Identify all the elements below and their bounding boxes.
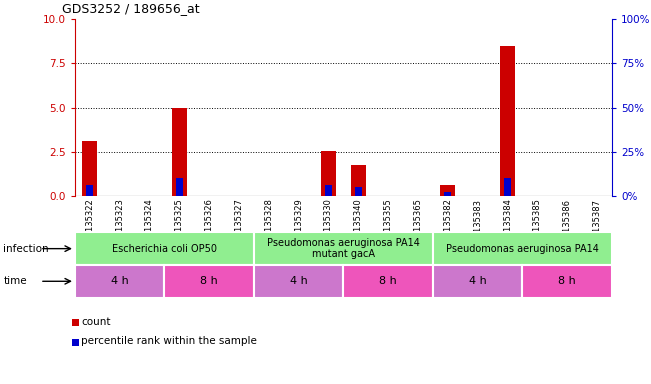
Bar <box>522 265 612 298</box>
Text: 4 h: 4 h <box>469 276 486 286</box>
Text: Escherichia coli OP50: Escherichia coli OP50 <box>112 243 217 254</box>
Bar <box>440 185 455 196</box>
Bar <box>254 265 344 298</box>
Text: 4 h: 4 h <box>111 276 128 286</box>
Bar <box>344 265 433 298</box>
Bar <box>75 265 164 298</box>
Text: percentile rank within the sample: percentile rank within the sample <box>81 336 257 346</box>
Bar <box>351 165 366 196</box>
Text: GDS3252 / 189656_at: GDS3252 / 189656_at <box>62 2 199 15</box>
Text: 8 h: 8 h <box>380 276 397 286</box>
Bar <box>254 232 433 265</box>
Bar <box>87 185 93 196</box>
Bar <box>172 108 187 196</box>
Bar <box>325 185 332 196</box>
Text: 4 h: 4 h <box>290 276 307 286</box>
Bar <box>445 192 451 196</box>
Bar <box>164 265 254 298</box>
Bar <box>75 232 254 265</box>
Text: count: count <box>81 317 111 327</box>
Bar <box>433 265 522 298</box>
Bar <box>500 46 515 196</box>
Text: Pseudomonas aeruginosa PA14
mutant gacA: Pseudomonas aeruginosa PA14 mutant gacA <box>267 238 420 260</box>
Bar <box>321 151 336 196</box>
Text: Pseudomonas aeruginosa PA14: Pseudomonas aeruginosa PA14 <box>446 243 599 254</box>
Bar <box>176 178 183 196</box>
Text: infection: infection <box>3 243 49 254</box>
Bar <box>433 232 612 265</box>
Bar <box>504 178 511 196</box>
Text: 8 h: 8 h <box>559 276 576 286</box>
Text: time: time <box>3 276 27 286</box>
Bar <box>355 187 362 196</box>
Text: 8 h: 8 h <box>201 276 218 286</box>
Bar <box>82 141 97 196</box>
